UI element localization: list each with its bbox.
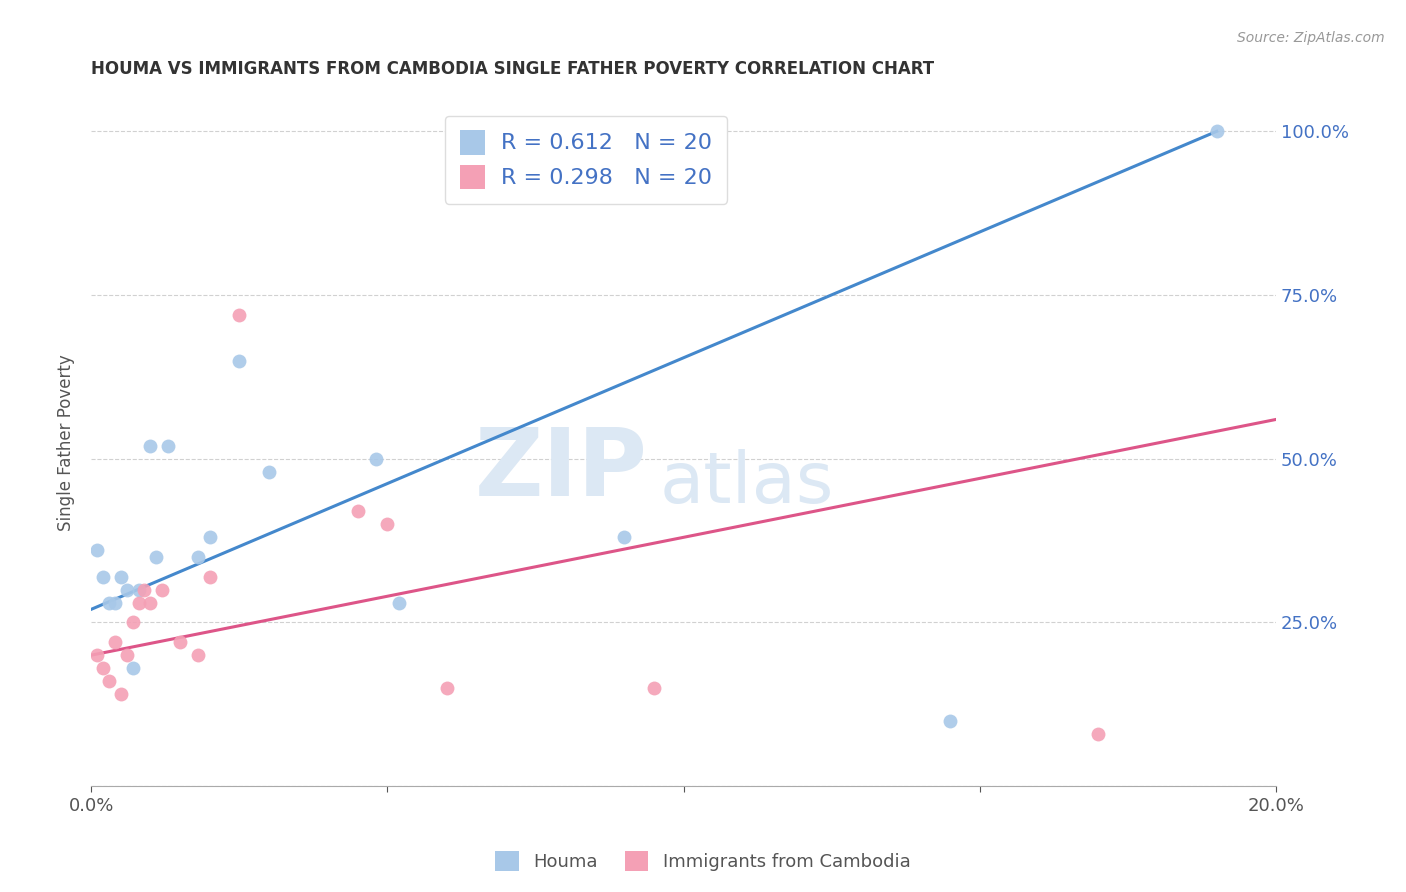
Point <box>86 543 108 558</box>
Point <box>364 451 387 466</box>
Point <box>104 596 127 610</box>
Point <box>187 648 209 663</box>
Point <box>121 661 143 675</box>
Point <box>97 596 120 610</box>
Point <box>1087 727 1109 741</box>
Point <box>91 569 114 583</box>
Y-axis label: Single Father Poverty: Single Father Poverty <box>58 354 75 531</box>
Point <box>1205 124 1227 138</box>
Legend: Houma, Immigrants from Cambodia: Houma, Immigrants from Cambodia <box>488 844 918 879</box>
Point <box>643 681 665 695</box>
Point <box>613 530 636 544</box>
Point <box>139 596 162 610</box>
Point <box>91 661 114 675</box>
Point <box>128 582 150 597</box>
Point <box>150 582 173 597</box>
Point <box>346 504 368 518</box>
Point <box>139 439 162 453</box>
Point <box>228 308 250 322</box>
Point <box>115 648 138 663</box>
Point <box>436 681 458 695</box>
Point <box>157 439 180 453</box>
Point <box>97 674 120 689</box>
Point <box>145 549 167 564</box>
Text: atlas: atlas <box>659 450 834 518</box>
Text: ZIP: ZIP <box>475 424 648 516</box>
Point <box>86 648 108 663</box>
Point <box>104 635 127 649</box>
Point <box>169 635 191 649</box>
Point <box>121 615 143 630</box>
Point <box>128 596 150 610</box>
Point <box>198 530 221 544</box>
Point <box>187 549 209 564</box>
Point <box>257 465 280 479</box>
Text: Source: ZipAtlas.com: Source: ZipAtlas.com <box>1237 31 1385 45</box>
Point <box>110 569 132 583</box>
Point <box>115 582 138 597</box>
Point <box>134 582 156 597</box>
Point <box>228 353 250 368</box>
Point <box>388 596 411 610</box>
Point <box>939 714 962 728</box>
Legend: R = 0.612   N = 20, R = 0.298   N = 20: R = 0.612 N = 20, R = 0.298 N = 20 <box>446 116 727 203</box>
Point <box>377 517 399 532</box>
Point <box>198 569 221 583</box>
Point <box>110 688 132 702</box>
Text: HOUMA VS IMMIGRANTS FROM CAMBODIA SINGLE FATHER POVERTY CORRELATION CHART: HOUMA VS IMMIGRANTS FROM CAMBODIA SINGLE… <box>91 60 934 78</box>
